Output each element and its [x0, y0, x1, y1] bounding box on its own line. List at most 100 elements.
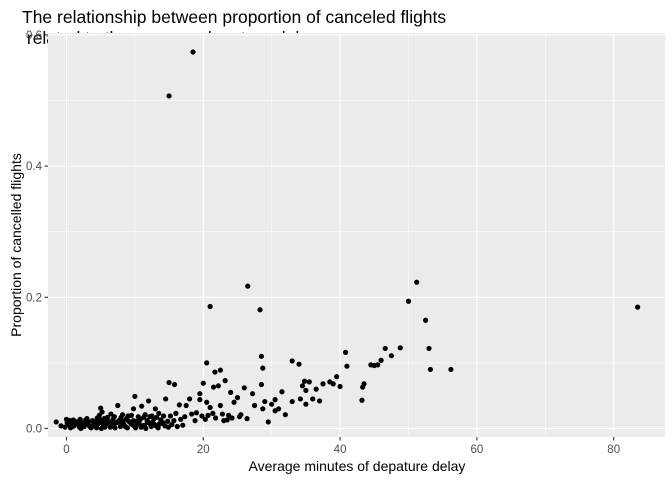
data-point	[173, 410, 179, 416]
data-points	[53, 49, 641, 432]
data-point	[171, 418, 177, 424]
data-point	[258, 381, 265, 388]
data-point	[257, 307, 263, 313]
data-point	[113, 419, 119, 426]
data-point	[217, 402, 223, 409]
data-point	[204, 360, 210, 366]
minor-gridlines	[48, 33, 665, 437]
data-point	[122, 423, 128, 430]
data-point	[359, 397, 365, 403]
data-point	[320, 381, 326, 387]
data-point	[199, 413, 205, 419]
data-point	[125, 413, 131, 419]
data-point	[165, 418, 171, 424]
data-point	[130, 406, 137, 412]
y-tick-label: 0.4	[26, 161, 43, 173]
data-point	[313, 386, 319, 392]
data-point	[182, 414, 188, 420]
x-axis-ticks: 0 20 40 60 80	[63, 437, 620, 456]
x-tick-label: 40	[334, 444, 347, 456]
data-point	[215, 383, 221, 389]
data-point	[405, 298, 412, 304]
x-tick-label: 0	[63, 444, 69, 456]
data-point	[207, 303, 213, 310]
data-point	[260, 365, 266, 371]
data-point	[265, 419, 271, 425]
data-point	[289, 398, 295, 405]
data-point	[139, 403, 145, 409]
data-point	[303, 387, 309, 394]
data-point	[120, 418, 126, 424]
data-point	[127, 419, 133, 425]
data-point	[337, 383, 343, 390]
data-point	[166, 93, 172, 99]
data-point	[190, 49, 196, 55]
data-point	[77, 416, 83, 422]
data-point	[160, 419, 166, 426]
data-point	[260, 406, 266, 412]
data-point	[178, 416, 184, 422]
data-point	[272, 408, 278, 414]
data-point	[448, 366, 454, 373]
data-point	[207, 404, 213, 411]
data-point	[202, 416, 208, 422]
data-point	[171, 381, 178, 388]
data-point	[132, 393, 138, 399]
data-point	[152, 406, 158, 412]
data-point	[217, 367, 223, 373]
data-point	[330, 381, 336, 387]
data-point	[135, 414, 141, 420]
data-point	[635, 304, 641, 310]
y-axis-ticks: 0.0 0.2 0.4 0.6	[26, 30, 48, 435]
data-point	[176, 402, 182, 408]
data-point	[174, 423, 180, 430]
data-point	[98, 405, 104, 411]
data-point	[282, 412, 288, 418]
data-point	[212, 369, 218, 375]
data-point	[303, 401, 309, 407]
data-point	[245, 283, 251, 289]
data-point	[192, 418, 198, 424]
data-point	[258, 353, 265, 359]
data-point	[228, 389, 234, 395]
data-point	[106, 419, 113, 425]
data-point	[58, 423, 64, 429]
data-point	[53, 419, 59, 425]
data-point	[272, 397, 278, 403]
data-point	[225, 412, 232, 418]
data-point	[234, 395, 241, 401]
data-point	[388, 353, 394, 359]
data-point	[371, 362, 377, 369]
data-point	[180, 422, 186, 428]
data-point	[145, 398, 152, 404]
data-point	[154, 414, 160, 420]
data-point	[289, 358, 295, 364]
data-point	[200, 380, 206, 386]
x-tick-label: 60	[470, 444, 483, 456]
data-point	[231, 399, 237, 405]
data-point	[269, 401, 275, 407]
data-point	[205, 412, 211, 418]
data-point	[219, 411, 226, 417]
data-point	[102, 424, 108, 430]
data-point	[134, 418, 140, 424]
x-axis-label: Average minutes of depature delay	[249, 458, 466, 474]
x-tick-label: 80	[607, 444, 620, 456]
data-point	[94, 415, 100, 421]
y-axis-label: Proportion of cancelled flights	[8, 153, 24, 337]
data-point	[301, 378, 308, 384]
data-point	[397, 345, 403, 351]
data-point	[382, 345, 388, 352]
data-point	[189, 411, 195, 417]
data-point	[147, 414, 153, 420]
data-point	[101, 416, 107, 422]
y-tick-label: 0.6	[26, 30, 42, 42]
data-point	[67, 418, 73, 424]
data-point	[210, 410, 216, 416]
data-point	[422, 317, 429, 323]
y-tick-label: 0.0	[26, 423, 42, 435]
data-point	[360, 384, 366, 390]
data-point	[169, 421, 175, 428]
data-point	[204, 399, 210, 405]
data-point	[297, 396, 304, 402]
